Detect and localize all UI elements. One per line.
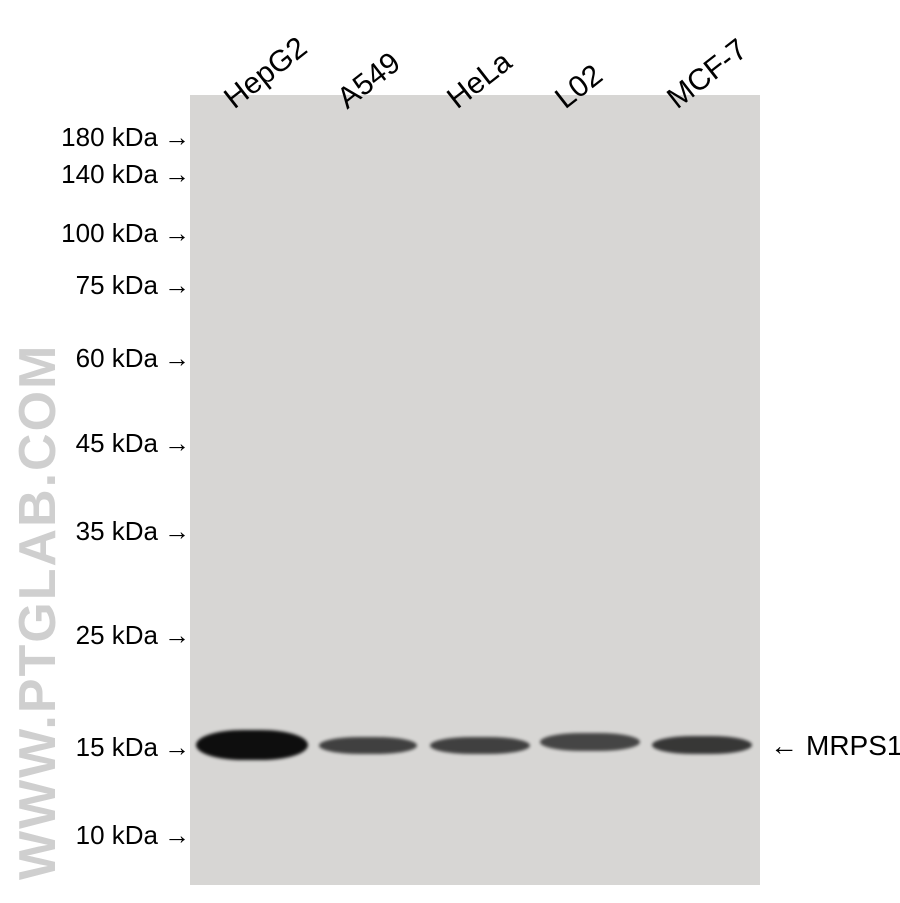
marker-label: 180 kDa xyxy=(61,122,158,153)
protein-band xyxy=(540,733,640,751)
marker-label: 25 kDa xyxy=(76,620,158,651)
marker-label: 35 kDa xyxy=(76,516,158,547)
protein-band xyxy=(430,737,530,754)
marker-row: 180 kDa→ xyxy=(10,122,190,153)
marker-label: 75 kDa xyxy=(76,270,158,301)
arrow-right-icon: → xyxy=(164,516,190,547)
marker-row: 75 kDa→ xyxy=(10,270,190,301)
marker-row: 35 kDa→ xyxy=(10,516,190,547)
protein-band xyxy=(196,730,308,760)
marker-row: 100 kDa→ xyxy=(10,218,190,249)
marker-row: 45 kDa→ xyxy=(10,428,190,459)
arrow-right-icon: → xyxy=(164,620,190,651)
marker-row: 60 kDa→ xyxy=(10,343,190,374)
blot-membrane xyxy=(190,95,760,885)
arrow-right-icon: → xyxy=(164,159,190,190)
marker-label: 140 kDa xyxy=(61,159,158,190)
arrow-right-icon: → xyxy=(164,343,190,374)
marker-row: 10 kDa→ xyxy=(10,820,190,851)
protein-band xyxy=(319,737,417,754)
marker-label: 60 kDa xyxy=(76,343,158,374)
marker-label: 45 kDa xyxy=(76,428,158,459)
marker-row: 140 kDa→ xyxy=(10,159,190,190)
target-protein-label: MRPS18A xyxy=(806,730,900,762)
arrow-right-icon: → xyxy=(164,122,190,153)
marker-row: 15 kDa→ xyxy=(10,732,190,763)
arrow-right-icon: → xyxy=(164,218,190,249)
marker-row: 25 kDa→ xyxy=(10,620,190,651)
figure-stage: WWW.PTGLAB.COM 180 kDa→140 kDa→100 kDa→7… xyxy=(0,0,900,903)
marker-label: 15 kDa xyxy=(76,732,158,763)
arrow-right-icon: → xyxy=(164,820,190,851)
target-label-row: ← MRPS18A xyxy=(770,730,900,762)
protein-band xyxy=(652,736,752,754)
arrow-left-icon: ← xyxy=(770,730,798,762)
arrow-right-icon: → xyxy=(164,732,190,763)
arrow-right-icon: → xyxy=(164,270,190,301)
marker-label: 10 kDa xyxy=(76,820,158,851)
arrow-right-icon: → xyxy=(164,428,190,459)
marker-label: 100 kDa xyxy=(61,218,158,249)
